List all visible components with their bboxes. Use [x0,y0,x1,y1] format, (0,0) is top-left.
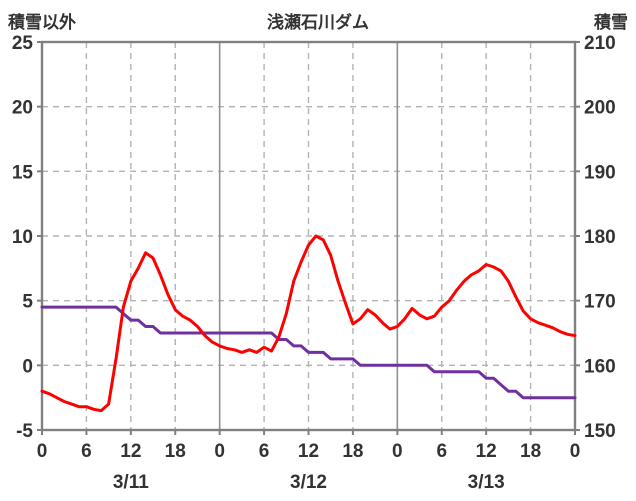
left-tick-label: 5 [22,292,33,313]
x-tick-label: 0 [570,441,581,462]
right-tick-label: 200 [584,98,616,119]
x-tick-label: 0 [392,441,403,462]
x-tick-label: 0 [214,441,225,462]
x-tick-label: 12 [476,441,497,462]
left-tick-label: 25 [12,33,34,54]
left-tick-label: 15 [12,162,34,183]
left-tick-label: -5 [16,421,33,442]
right-tick-label: 210 [584,33,616,54]
x-tick-label: 12 [120,441,141,462]
right-tick-label: 180 [584,227,616,248]
x-tick-label: 6 [259,441,270,462]
series-red-temp [40,234,577,413]
right-tick-label: 170 [584,292,616,313]
x-tick-label: 6 [436,441,447,462]
right-tick-label: 190 [584,162,616,183]
x-tick-label: 18 [165,441,186,462]
page-title: 浅瀬石川ダム [267,13,369,32]
x-date-label: 3/11 [113,472,149,493]
left-tick-label: 20 [12,98,33,119]
left-tick-label: 10 [12,227,33,248]
plot-border [40,40,577,432]
right-tick-label: 160 [584,356,616,377]
x-tick-label: 12 [298,441,319,462]
x-tick-label: 18 [342,441,363,462]
x-date-label: 3/12 [290,472,327,493]
right-tick-label: 150 [584,421,616,442]
left-tick-label: 0 [22,356,33,377]
x-tick-label: 6 [81,441,92,462]
right-axis-title: 積雪 [594,13,628,32]
x-date-label: 3/13 [468,472,505,493]
series-purple-snow [40,305,577,400]
left-axis-title: 積雪以外 [8,13,76,32]
x-tick-label: 18 [520,441,541,462]
x-tick-label: 0 [37,441,48,462]
